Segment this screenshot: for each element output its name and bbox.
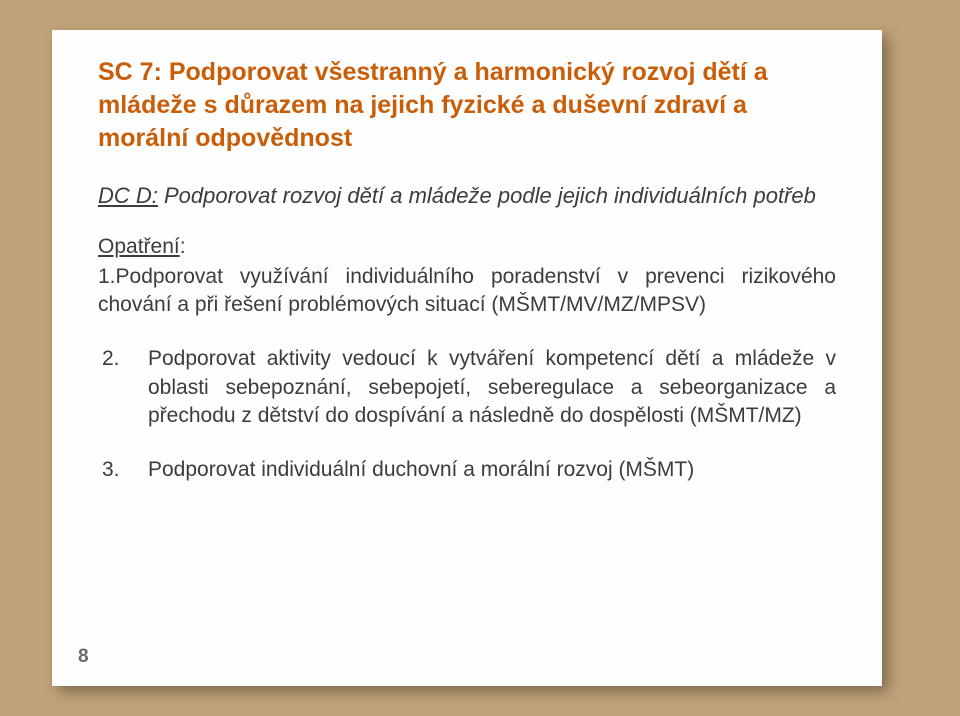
subtitle: DC D: Podporovat rozvoj dětí a mládeže p… bbox=[98, 181, 836, 211]
list-item-text: Podporovat individuální duchovní a morál… bbox=[148, 458, 694, 481]
slide-background: SC 7: Podporovat všestranný a harmonický… bbox=[0, 0, 960, 716]
list-item-number: 3. bbox=[102, 456, 120, 484]
subtitle-rest: Podporovat rozvoj dětí a mládeže podle j… bbox=[158, 183, 816, 208]
numbered-list: 2. Podporovat aktivity vedoucí k vytváře… bbox=[98, 345, 836, 484]
page-number: 8 bbox=[78, 646, 89, 668]
slide-title: SC 7: Podporovat všestranný a harmonický… bbox=[98, 56, 836, 155]
section-heading: Opatření: bbox=[98, 235, 836, 259]
list-item: 3. Podporovat individuální duchovní a mo… bbox=[148, 456, 836, 484]
list-item-number: 2. bbox=[102, 345, 120, 373]
subtitle-prefix: DC D: bbox=[98, 183, 158, 208]
section-colon: : bbox=[180, 235, 186, 258]
section-label: Opatření bbox=[98, 235, 180, 258]
list-item: 2. Podporovat aktivity vedoucí k vytváře… bbox=[148, 345, 836, 430]
list-item-1: 1.Podporovat využívání individuálního po… bbox=[98, 263, 836, 320]
slide-card: SC 7: Podporovat všestranný a harmonický… bbox=[52, 30, 882, 686]
list-item-text: Podporovat aktivity vedoucí k vytváření … bbox=[148, 347, 836, 427]
